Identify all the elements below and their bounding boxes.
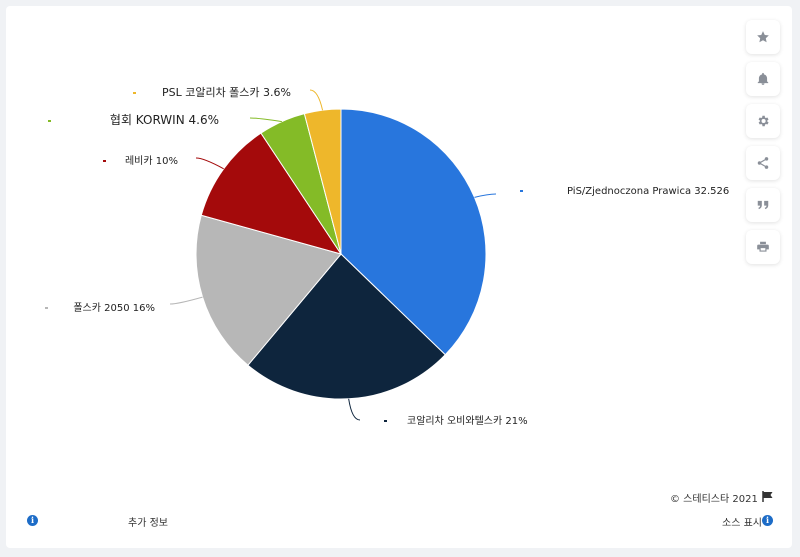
settings-button[interactable] xyxy=(746,104,780,138)
bell-icon xyxy=(757,72,769,85)
label-connector xyxy=(249,117,282,123)
copyright-text: © 스테티스타 2021 xyxy=(670,494,758,505)
legend-marker xyxy=(520,190,523,192)
legend-marker xyxy=(48,120,51,122)
label-connector xyxy=(195,157,224,170)
legend-marker xyxy=(133,92,136,94)
data-label: PSL 코알리차 폴스카 3.6% xyxy=(162,85,291,99)
more-info-link[interactable]: 추가 정보 xyxy=(128,518,168,529)
source-info-icon[interactable]: i xyxy=(762,515,773,526)
share-button[interactable] xyxy=(746,146,780,180)
source-link[interactable]: 소스 표시 xyxy=(722,518,762,529)
legend-marker xyxy=(103,160,106,162)
data-label: PiS/Zjednoczona Prawica 32.526 xyxy=(567,186,729,197)
cite-button[interactable] xyxy=(746,188,780,222)
label-connector xyxy=(348,398,361,421)
label-connector xyxy=(474,193,497,198)
quote-icon xyxy=(757,200,769,210)
info-icon[interactable]: i xyxy=(27,515,38,526)
data-label: 레비카 10% xyxy=(125,155,178,167)
pie-slice[interactable] xyxy=(195,214,342,366)
legend-marker xyxy=(384,420,387,422)
label-connector xyxy=(169,296,203,305)
legend-marker xyxy=(45,307,48,309)
data-label: 폴스카 2050 16% xyxy=(73,302,155,314)
notification-button[interactable] xyxy=(746,62,780,96)
label-connector xyxy=(309,89,324,111)
favorite-button[interactable] xyxy=(746,20,780,54)
gear-icon xyxy=(758,115,769,127)
flag-icon[interactable] xyxy=(762,491,774,502)
pie-slice[interactable] xyxy=(200,132,343,255)
print-button[interactable] xyxy=(746,230,780,264)
print-icon xyxy=(757,241,769,252)
star-icon xyxy=(757,31,769,43)
data-label: 협회 KORWIN 4.6% xyxy=(110,113,219,127)
data-label: 코알리차 오비와텔스카 21% xyxy=(407,415,528,427)
share-icon xyxy=(757,157,769,169)
